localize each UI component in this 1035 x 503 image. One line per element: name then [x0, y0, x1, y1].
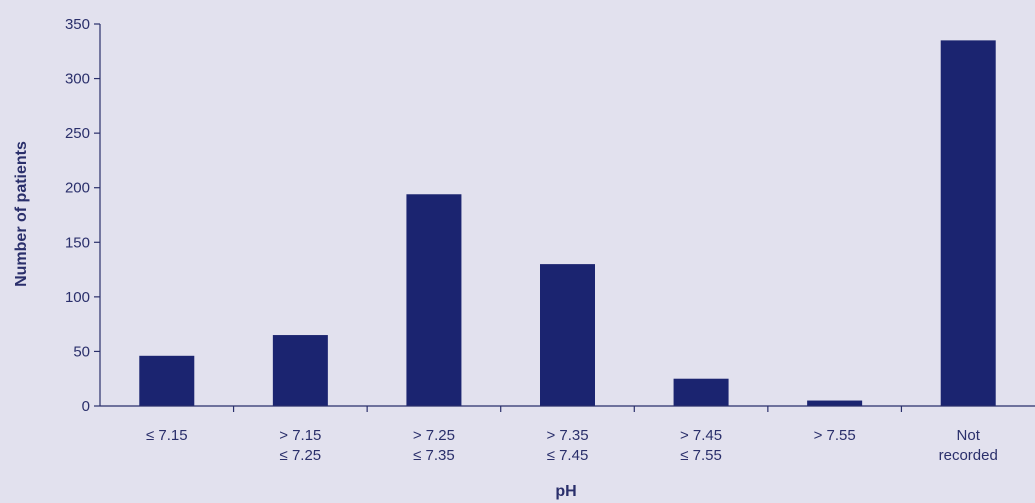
x-category-label: Not	[957, 427, 981, 444]
bar	[406, 194, 462, 406]
bar	[673, 378, 729, 406]
y-tick-label: 0	[82, 398, 90, 415]
y-axis-title: Number of patients	[13, 141, 30, 287]
bars-group	[139, 40, 996, 406]
y-tick-label: 350	[65, 16, 90, 33]
x-category-label: ≤ 7.25	[280, 447, 322, 464]
bar	[540, 264, 595, 406]
x-category-label: > 7.35	[546, 427, 588, 444]
y-tick-label: 300	[65, 71, 90, 88]
bar	[139, 355, 195, 406]
bar	[940, 40, 996, 406]
x-category-label: > 7.15	[279, 427, 321, 444]
x-category-label: ≤ 7.15	[146, 427, 188, 444]
x-axis-title: pH	[555, 483, 576, 500]
x-category-label: > 7.45	[680, 427, 722, 444]
y-tick-label: 250	[65, 125, 90, 142]
y-tick-label: 100	[65, 289, 90, 306]
x-ticks-group: ≤ 7.15 > 7.15 ≤ 7.25 > 7.25 ≤ 7.35 > 7.35 ≤ 7.…	[146, 406, 998, 464]
x-category-label: > 7.25	[413, 427, 455, 444]
x-category-label: ≤ 7.45	[547, 447, 589, 464]
x-category-label: > 7.55	[814, 427, 856, 444]
x-category-label: ≤ 7.55	[680, 447, 722, 464]
x-category-label: recorded	[939, 447, 998, 464]
x-category-label: ≤ 7.35	[413, 447, 455, 464]
bar	[807, 400, 863, 406]
bar	[272, 335, 328, 406]
y-ticks-group: 0 50 100 150 200 250 300 350	[65, 16, 100, 415]
y-tick-label: 200	[65, 180, 90, 197]
y-tick-label: 150	[65, 234, 90, 251]
axes-group	[99, 24, 1035, 407]
y-tick-label: 50	[73, 343, 90, 360]
